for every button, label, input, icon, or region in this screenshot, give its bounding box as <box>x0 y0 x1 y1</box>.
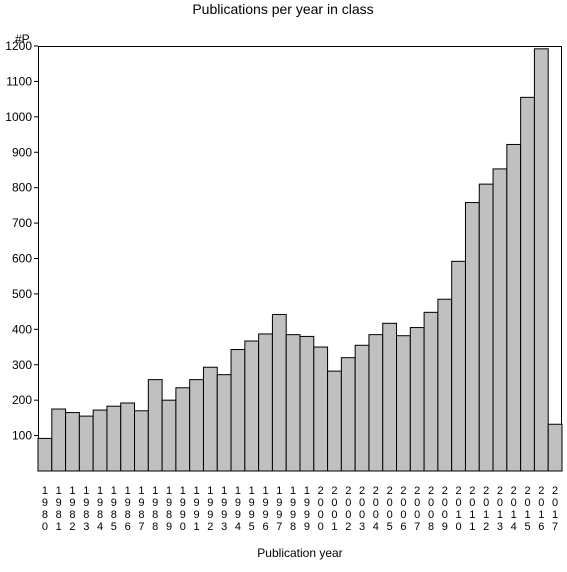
y-tick-label: 1000 <box>5 110 32 124</box>
bar-2010 <box>451 260 466 472</box>
x-axis-label: Publication year <box>257 546 342 560</box>
bar-1990 <box>175 387 191 472</box>
bar-2014 <box>506 143 522 472</box>
bar-1999 <box>299 335 315 472</box>
bar-1988 <box>147 379 163 472</box>
y-tick-label: 200 <box>12 393 32 407</box>
bar-1984 <box>92 409 108 472</box>
bar-2002 <box>340 357 356 472</box>
y-tick-label: 1200 <box>5 39 32 53</box>
bar-2004 <box>368 334 384 472</box>
bar-1993 <box>216 374 232 472</box>
bar-2003 <box>354 344 370 472</box>
bar-1997 <box>271 313 287 472</box>
bar-1986 <box>120 402 136 472</box>
y-tick-label: 500 <box>12 287 32 301</box>
bar-1998 <box>285 334 301 472</box>
bar-1989 <box>161 399 177 472</box>
plot-area: 100 200 300 400 500 600 700 800 900 1000 1100 1200 1… <box>5 39 563 533</box>
bar-1982 <box>65 412 80 472</box>
bar-2013 <box>492 168 508 472</box>
bar-2007 <box>409 327 425 472</box>
y-tick-label: 900 <box>12 145 32 159</box>
bar-2008 <box>423 311 439 472</box>
bar-1991 <box>189 379 204 472</box>
y-tick-label: 300 <box>12 358 32 372</box>
bar-1994 <box>230 349 246 472</box>
bar-2016 <box>533 48 549 472</box>
bar-2012 <box>478 183 494 472</box>
bar-1987 <box>134 410 149 472</box>
bar-1996 <box>258 333 273 472</box>
bar-1981 <box>51 408 67 472</box>
bar-1985 <box>106 405 122 472</box>
y-tick-label: 700 <box>12 216 32 230</box>
bar-2006 <box>396 335 411 472</box>
y-tick-label: 600 <box>12 252 32 266</box>
y-tick-label: 800 <box>12 181 32 195</box>
bar-1983 <box>78 415 94 472</box>
bar-1992 <box>202 366 218 472</box>
bar-1980 <box>37 437 53 472</box>
bar-2000 <box>313 346 329 472</box>
bar-2005 <box>382 322 398 472</box>
y-tick-label: 400 <box>12 322 32 336</box>
y-axis-label: #P <box>15 32 30 46</box>
bar-2009 <box>437 298 453 472</box>
bar-2001 <box>327 370 342 472</box>
bar-1995 <box>244 340 260 472</box>
y-tick-label: 1100 <box>6 74 32 88</box>
chart-title: Publications per year in class <box>192 1 373 17</box>
y-tick-label: 100 <box>12 429 32 443</box>
bar-2011 <box>464 202 480 472</box>
bar-2015 <box>520 96 535 472</box>
bar-2017 <box>547 423 563 472</box>
